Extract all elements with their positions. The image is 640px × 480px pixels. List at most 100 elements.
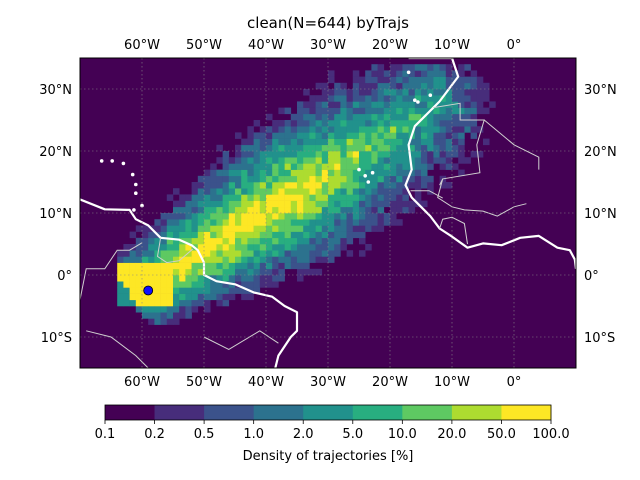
island — [363, 174, 368, 178]
density-cell — [321, 157, 329, 164]
density-cell — [290, 138, 298, 146]
density-cell — [321, 231, 329, 239]
density-cell — [476, 107, 484, 115]
density-cell — [328, 231, 335, 239]
longitude-label-top: 30°W — [310, 38, 346, 53]
density-cell — [470, 126, 478, 133]
density-cell — [272, 182, 279, 189]
density-cell — [390, 107, 397, 115]
density-cell — [123, 293, 130, 301]
density-cell — [352, 157, 360, 164]
density-cell — [402, 132, 409, 139]
density-cell — [266, 194, 273, 201]
density-cell — [235, 231, 242, 239]
density-cell — [197, 287, 205, 294]
density-cell — [284, 151, 292, 158]
density-cell — [272, 169, 279, 177]
density-cell — [297, 237, 304, 245]
density-cell — [414, 126, 422, 133]
density-cell — [154, 299, 161, 307]
density-cell — [458, 169, 465, 177]
density-cell — [303, 175, 310, 183]
density-cell — [309, 107, 316, 115]
density-cell — [334, 200, 341, 208]
density-cell — [352, 82, 360, 90]
density-cell — [284, 157, 292, 164]
density-cell — [390, 194, 397, 201]
density-cell — [340, 151, 347, 158]
density-cell — [352, 107, 360, 115]
density-cell — [278, 206, 285, 214]
density-cell — [123, 275, 130, 282]
density-cell — [414, 64, 422, 71]
density-cell — [476, 151, 484, 158]
density-cell — [439, 64, 447, 71]
density-cell — [334, 144, 341, 152]
density-cell — [222, 231, 230, 239]
density-cell — [235, 237, 242, 245]
density-cell — [352, 76, 360, 84]
density-cell — [160, 250, 168, 257]
density-cell — [408, 144, 416, 152]
density-cell — [185, 256, 192, 263]
density-cell — [160, 275, 168, 282]
density-cell — [390, 132, 397, 139]
island — [132, 208, 136, 212]
density-cell — [235, 287, 242, 294]
density-cell — [253, 225, 261, 232]
density-cell — [321, 82, 329, 90]
density-cell — [439, 70, 447, 77]
colorbar-swatch — [253, 405, 304, 420]
density-cell — [210, 175, 217, 183]
density-cell — [253, 188, 261, 195]
density-cell — [160, 213, 168, 220]
density-cell — [365, 225, 372, 232]
density-cell — [321, 182, 329, 189]
density-cell — [396, 151, 403, 158]
density-cell — [396, 132, 403, 139]
density-cell — [328, 144, 335, 152]
density-cell — [166, 213, 174, 220]
density-cell — [445, 138, 453, 146]
density-cell — [439, 157, 447, 164]
density-cell — [383, 113, 391, 121]
density-cell — [427, 175, 434, 183]
density-cell — [253, 231, 261, 239]
density-cell — [445, 113, 453, 121]
density-cell — [278, 182, 285, 189]
density-cell — [210, 219, 217, 226]
density-cell — [334, 82, 341, 90]
density-cell — [334, 89, 341, 96]
density-cell — [315, 188, 323, 195]
density-cell — [340, 225, 347, 232]
density-cell — [179, 194, 186, 201]
density-cell — [185, 237, 192, 245]
density-cell — [464, 101, 471, 108]
density-cell — [259, 250, 267, 257]
longitude-label-top: 60°W — [124, 38, 160, 53]
density-cell — [352, 95, 360, 102]
density-cell — [439, 132, 447, 139]
density-cell — [470, 89, 478, 96]
island — [134, 191, 138, 195]
density-cell — [166, 244, 174, 251]
density-cell — [433, 70, 440, 77]
density-cell — [247, 188, 254, 195]
density-cell — [222, 281, 230, 288]
density-cell — [222, 188, 230, 195]
density-cell — [284, 231, 292, 239]
island — [121, 161, 126, 166]
density-cell — [272, 225, 279, 232]
density-cell — [142, 237, 149, 245]
density-cell — [210, 188, 217, 195]
density-cell — [290, 213, 298, 220]
map-panel — [79, 57, 577, 369]
density-cell — [309, 182, 316, 189]
density-cell — [222, 262, 230, 270]
density-cell — [421, 70, 428, 77]
density-cell — [191, 194, 199, 201]
density-cell — [458, 126, 465, 133]
density-cell — [427, 120, 434, 127]
density-cell — [129, 275, 137, 282]
density-cell — [402, 64, 409, 71]
